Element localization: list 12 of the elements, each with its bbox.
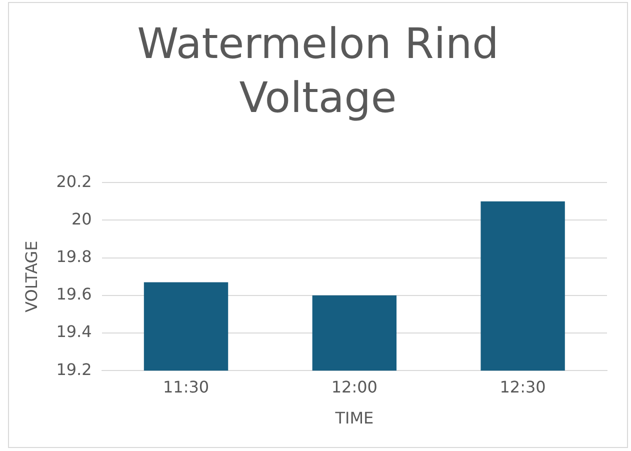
y-tick-label: 19.6 — [56, 284, 92, 304]
y-tick-label: 20.2 — [56, 172, 92, 191]
chart-title: Watermelon Rind Voltage — [136, 18, 500, 124]
y-axis-title: VOLTAGE — [22, 240, 41, 312]
x-axis-title: TIME — [334, 408, 374, 428]
y-tick-label: 20 — [71, 209, 92, 228]
y-tick-label: 19.8 — [56, 246, 92, 266]
x-tick-label: 12:00 — [331, 377, 378, 396]
y-tick-label: 19.4 — [56, 322, 92, 342]
x-tick-label: 11:30 — [162, 377, 210, 396]
y-tick-label: 19.2 — [56, 360, 92, 379]
x-tick-label: 12:30 — [500, 377, 546, 396]
